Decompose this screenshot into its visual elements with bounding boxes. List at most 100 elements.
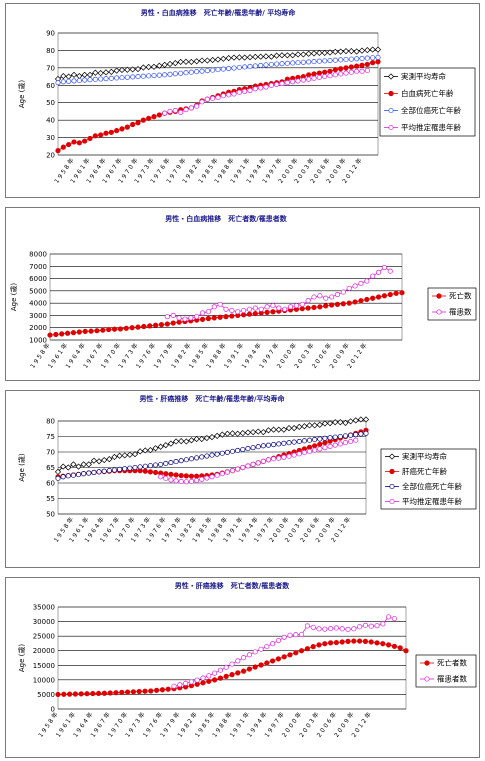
data-point bbox=[200, 680, 206, 686]
data-point bbox=[332, 419, 339, 426]
data-point bbox=[127, 465, 133, 471]
y-tick-label: 75 bbox=[46, 433, 55, 441]
data-point bbox=[119, 75, 125, 81]
data-point bbox=[342, 419, 349, 426]
data-point bbox=[244, 429, 252, 436]
data-point bbox=[165, 686, 171, 692]
data-point bbox=[136, 688, 142, 695]
data-point bbox=[286, 440, 292, 446]
data-point bbox=[163, 475, 169, 481]
data-point bbox=[362, 622, 368, 628]
data-point bbox=[135, 120, 141, 126]
data-point bbox=[271, 442, 277, 448]
data-point bbox=[386, 614, 392, 620]
chart-title: 男性・肝癌推移 死亡者数/罹患者数 bbox=[175, 581, 291, 590]
legend-marker bbox=[436, 293, 442, 299]
data-point bbox=[188, 478, 195, 485]
data-point bbox=[374, 623, 380, 629]
data-point bbox=[252, 86, 258, 92]
data-point bbox=[164, 321, 170, 327]
data-point bbox=[223, 306, 229, 312]
data-point bbox=[294, 51, 302, 58]
data-point bbox=[327, 73, 333, 79]
data-point bbox=[229, 430, 236, 437]
data-point bbox=[306, 76, 312, 82]
data-point bbox=[368, 639, 374, 645]
data-point bbox=[223, 664, 229, 670]
data-point bbox=[291, 439, 297, 445]
data-point bbox=[140, 64, 147, 71]
data-point bbox=[268, 53, 275, 60]
data-point bbox=[380, 641, 386, 647]
data-point bbox=[167, 71, 173, 77]
data-point bbox=[64, 330, 71, 336]
series-4 bbox=[162, 67, 370, 116]
data-point bbox=[72, 691, 78, 697]
data-point bbox=[71, 139, 77, 145]
series-1 bbox=[54, 46, 382, 83]
data-point bbox=[119, 689, 125, 695]
data-point bbox=[182, 58, 190, 65]
data-point bbox=[370, 60, 376, 66]
data-point bbox=[322, 445, 328, 451]
data-point bbox=[291, 425, 298, 432]
data-point bbox=[235, 447, 241, 454]
data-point bbox=[116, 452, 123, 459]
data-point bbox=[329, 302, 335, 308]
data-point bbox=[86, 470, 92, 476]
data-point bbox=[264, 660, 270, 666]
data-point bbox=[166, 60, 174, 68]
series-1 bbox=[54, 416, 370, 475]
data-point bbox=[333, 625, 339, 631]
y-tick-label: 65 bbox=[46, 464, 55, 472]
legend-marker bbox=[424, 660, 430, 666]
data-point bbox=[71, 78, 77, 84]
series-1 bbox=[55, 638, 409, 698]
data-point bbox=[135, 324, 141, 330]
data-point bbox=[354, 56, 360, 62]
data-point bbox=[113, 690, 119, 696]
data-point bbox=[60, 79, 66, 85]
chart-svg-4: 男性・肝癌推移 死亡者数/罹患者数 0 5000 10000 15000 20000 250… bbox=[17, 581, 477, 739]
data-point bbox=[103, 130, 109, 136]
series-1 bbox=[47, 290, 405, 338]
data-point bbox=[321, 420, 329, 427]
data-point bbox=[124, 124, 130, 130]
data-point bbox=[141, 323, 147, 330]
data-point bbox=[178, 472, 184, 479]
data-point bbox=[203, 434, 210, 442]
data-point bbox=[245, 446, 251, 452]
data-point bbox=[284, 80, 290, 86]
data-point bbox=[354, 68, 360, 74]
data-point bbox=[342, 433, 349, 439]
data-point bbox=[176, 319, 182, 325]
data-point bbox=[214, 472, 220, 478]
legend-label: 罹患数 bbox=[449, 307, 472, 317]
data-point bbox=[332, 72, 338, 78]
data-point bbox=[230, 54, 238, 61]
data-point bbox=[342, 440, 349, 446]
data-point bbox=[82, 138, 88, 144]
data-point bbox=[75, 472, 82, 478]
data-point bbox=[343, 70, 349, 76]
data-point bbox=[142, 688, 148, 694]
data-point bbox=[132, 464, 138, 471]
data-point bbox=[146, 73, 152, 79]
data-point bbox=[60, 463, 67, 470]
data-point bbox=[98, 132, 104, 138]
data-point bbox=[199, 99, 205, 105]
data-point bbox=[101, 456, 108, 464]
chart-svg-3: 男性・肝癌推移 死亡年齢/罹患年齢/平均寿命 50 55 60 65 70 75 80 Age … bbox=[17, 394, 477, 544]
data-point bbox=[156, 72, 162, 78]
data-point bbox=[193, 435, 200, 443]
data-point bbox=[270, 303, 276, 309]
data-point bbox=[281, 454, 287, 460]
data-point bbox=[295, 60, 301, 66]
data-point bbox=[101, 690, 107, 696]
y-axis-label: Age (歳) bbox=[17, 80, 26, 108]
data-point bbox=[317, 446, 323, 452]
data-point bbox=[311, 422, 318, 429]
data-point bbox=[94, 328, 100, 334]
data-point bbox=[316, 642, 322, 648]
data-point bbox=[147, 323, 153, 329]
